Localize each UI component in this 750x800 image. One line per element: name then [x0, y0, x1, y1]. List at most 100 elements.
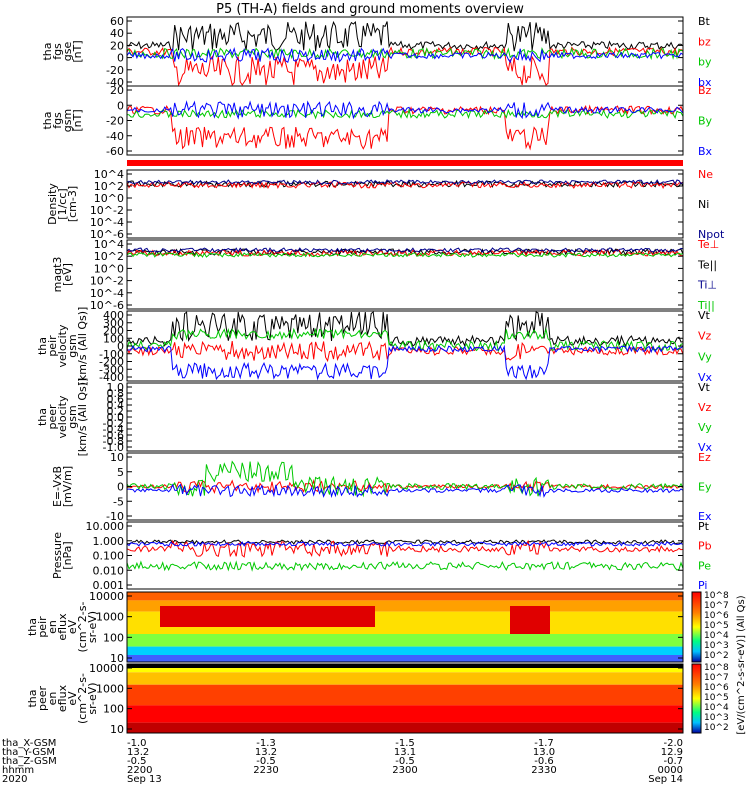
xaxis-value: 0000	[658, 765, 683, 776]
legend-entry: Vx	[698, 371, 713, 384]
ytick-label: 10000	[89, 662, 124, 675]
panel-frame	[126, 663, 684, 734]
colorbar-tick: 10^5	[704, 621, 729, 631]
ylabel-line: [eV]	[61, 263, 74, 286]
ylabel-line: gsm	[66, 405, 79, 428]
ytick-label: 0	[117, 99, 124, 112]
ylabel-line: tha	[41, 111, 54, 129]
ylabel-line: Pressure	[51, 532, 64, 579]
legend-entry: Vz	[698, 330, 712, 343]
panel-frame	[126, 239, 684, 310]
ytick-label: 0	[117, 340, 124, 353]
ylabel-line: eV	[66, 691, 79, 706]
ylabel-line: gse	[61, 42, 74, 62]
ytick-label: 40	[110, 27, 124, 40]
legend-entry: Ne	[698, 168, 713, 181]
colorbar-label: [eV/(cm^2-s-sr-eV)] (All Qs)	[736, 595, 747, 734]
ytick-label: 0.001	[93, 579, 125, 592]
ytick-label: 5	[117, 466, 124, 479]
ylabel-line: [nPa]	[61, 541, 74, 569]
legend-entry: Ni	[698, 198, 709, 211]
colorbar-tick: 10^8	[704, 663, 729, 673]
xaxis-value: -0.5	[127, 756, 147, 767]
ylabel-line: peir	[46, 335, 59, 357]
ytick-label: -5	[113, 495, 124, 508]
ylabel-line: [km/s (All Qs)]	[76, 378, 89, 457]
panel-frame	[126, 452, 684, 521]
xaxis-value: 13.0	[533, 747, 555, 758]
xaxis-row-label: tha_Y-GSM	[2, 747, 55, 758]
ylabel-line: sr-eV)	[86, 682, 99, 714]
legend-entry: Bx	[698, 145, 713, 158]
ytick-label: 10.000	[86, 520, 125, 533]
colorbar-tick: 10^4	[704, 703, 729, 713]
legend-entry: bz	[698, 35, 711, 48]
colorbar-tick: 10^2	[704, 651, 729, 661]
colorbar-top	[691, 591, 702, 663]
ylabel-line: gsm	[61, 109, 74, 132]
legend-entry: Te||	[697, 258, 717, 271]
ylabel-line: velocity	[56, 324, 69, 367]
colorbar-tick: 10^3	[704, 713, 729, 723]
ylabel-line: E=-VxB	[51, 466, 64, 507]
trace-bt	[126, 20, 684, 52]
legend-entry: Pt	[698, 520, 710, 533]
colorbar-tick: 10^4	[704, 631, 729, 641]
legend-entry: bx	[698, 76, 712, 89]
ytick-label: 300	[103, 317, 124, 330]
ylabel-line: tha	[36, 408, 49, 426]
ytick-label: 100	[103, 332, 124, 345]
spectrogram-hot-region	[160, 606, 375, 627]
xaxis-value: -0.7	[663, 756, 683, 767]
legend-entry: Pe	[698, 559, 711, 572]
legend-entry: Ex	[698, 510, 712, 523]
ylabel-line: tha	[36, 337, 49, 355]
spectrogram-band	[127, 722, 683, 733]
colorbar-tick: 10^6	[704, 611, 729, 621]
ytick-label: 0.010	[93, 564, 125, 577]
ylabel-line: sr-eV)	[86, 611, 99, 643]
panel-frame	[126, 169, 684, 239]
spectrogram-hot-region	[510, 606, 550, 634]
spectrogram-band	[127, 592, 683, 601]
ytick-label: 0	[117, 481, 124, 494]
spectrogram-band	[127, 672, 683, 685]
ytick-label: -0.2	[103, 417, 124, 430]
x-axis-labels: tha_X-GSM -1.0 -1.3 -1.5 -1.7 -2.0 tha_Y-GSM 13…	[2, 738, 683, 785]
xaxis-value: Sep 13	[127, 774, 162, 785]
ylabel-line: peer	[36, 686, 49, 712]
xaxis-value: 13.2	[255, 747, 277, 758]
xaxis-value: -1.0	[127, 738, 147, 749]
legend-entry: Pb	[698, 540, 712, 553]
ytick-label: 10000	[89, 590, 124, 603]
ytick-label: 0.100	[93, 550, 125, 563]
ytick-label: -200	[99, 356, 124, 369]
ylabel-line: tha	[41, 42, 54, 60]
ytick-label: 0.6	[107, 393, 125, 406]
ytick-label: 1000	[96, 682, 124, 695]
legend-entry: Ti||	[697, 299, 715, 312]
ytick-label: -300	[99, 363, 124, 376]
xaxis-value: -1.3	[256, 738, 276, 749]
trace-bx-gsm	[126, 100, 684, 120]
spectrogram-band	[127, 705, 683, 723]
legend-entry: Npot	[698, 228, 725, 241]
ylabel-line: [nT]	[71, 40, 84, 62]
ylabel-line: fgs	[51, 43, 64, 60]
ytick-label: 10	[110, 451, 124, 464]
ylabel-line: velocity	[56, 395, 69, 438]
xaxis-row-label: 2020	[2, 774, 27, 785]
colorbar-tick: 10^5	[704, 693, 729, 703]
colorbar-bottom	[691, 663, 702, 734]
ytick-label: 10^4	[94, 168, 124, 181]
ytick-label: 100	[103, 631, 124, 644]
ytick-label: 10^-4	[90, 287, 124, 300]
legend-entry: Vy	[698, 350, 712, 363]
xaxis-value: -0.5	[256, 756, 276, 767]
ylabel-line: [mV/m]	[61, 466, 74, 507]
ytick-label: 10^-6	[90, 228, 124, 241]
trace-ey	[126, 460, 684, 498]
ylabel-line: [1/cc]	[56, 188, 69, 219]
ytick-label: 60	[110, 15, 124, 28]
ytick-label: 0.0	[107, 411, 125, 424]
